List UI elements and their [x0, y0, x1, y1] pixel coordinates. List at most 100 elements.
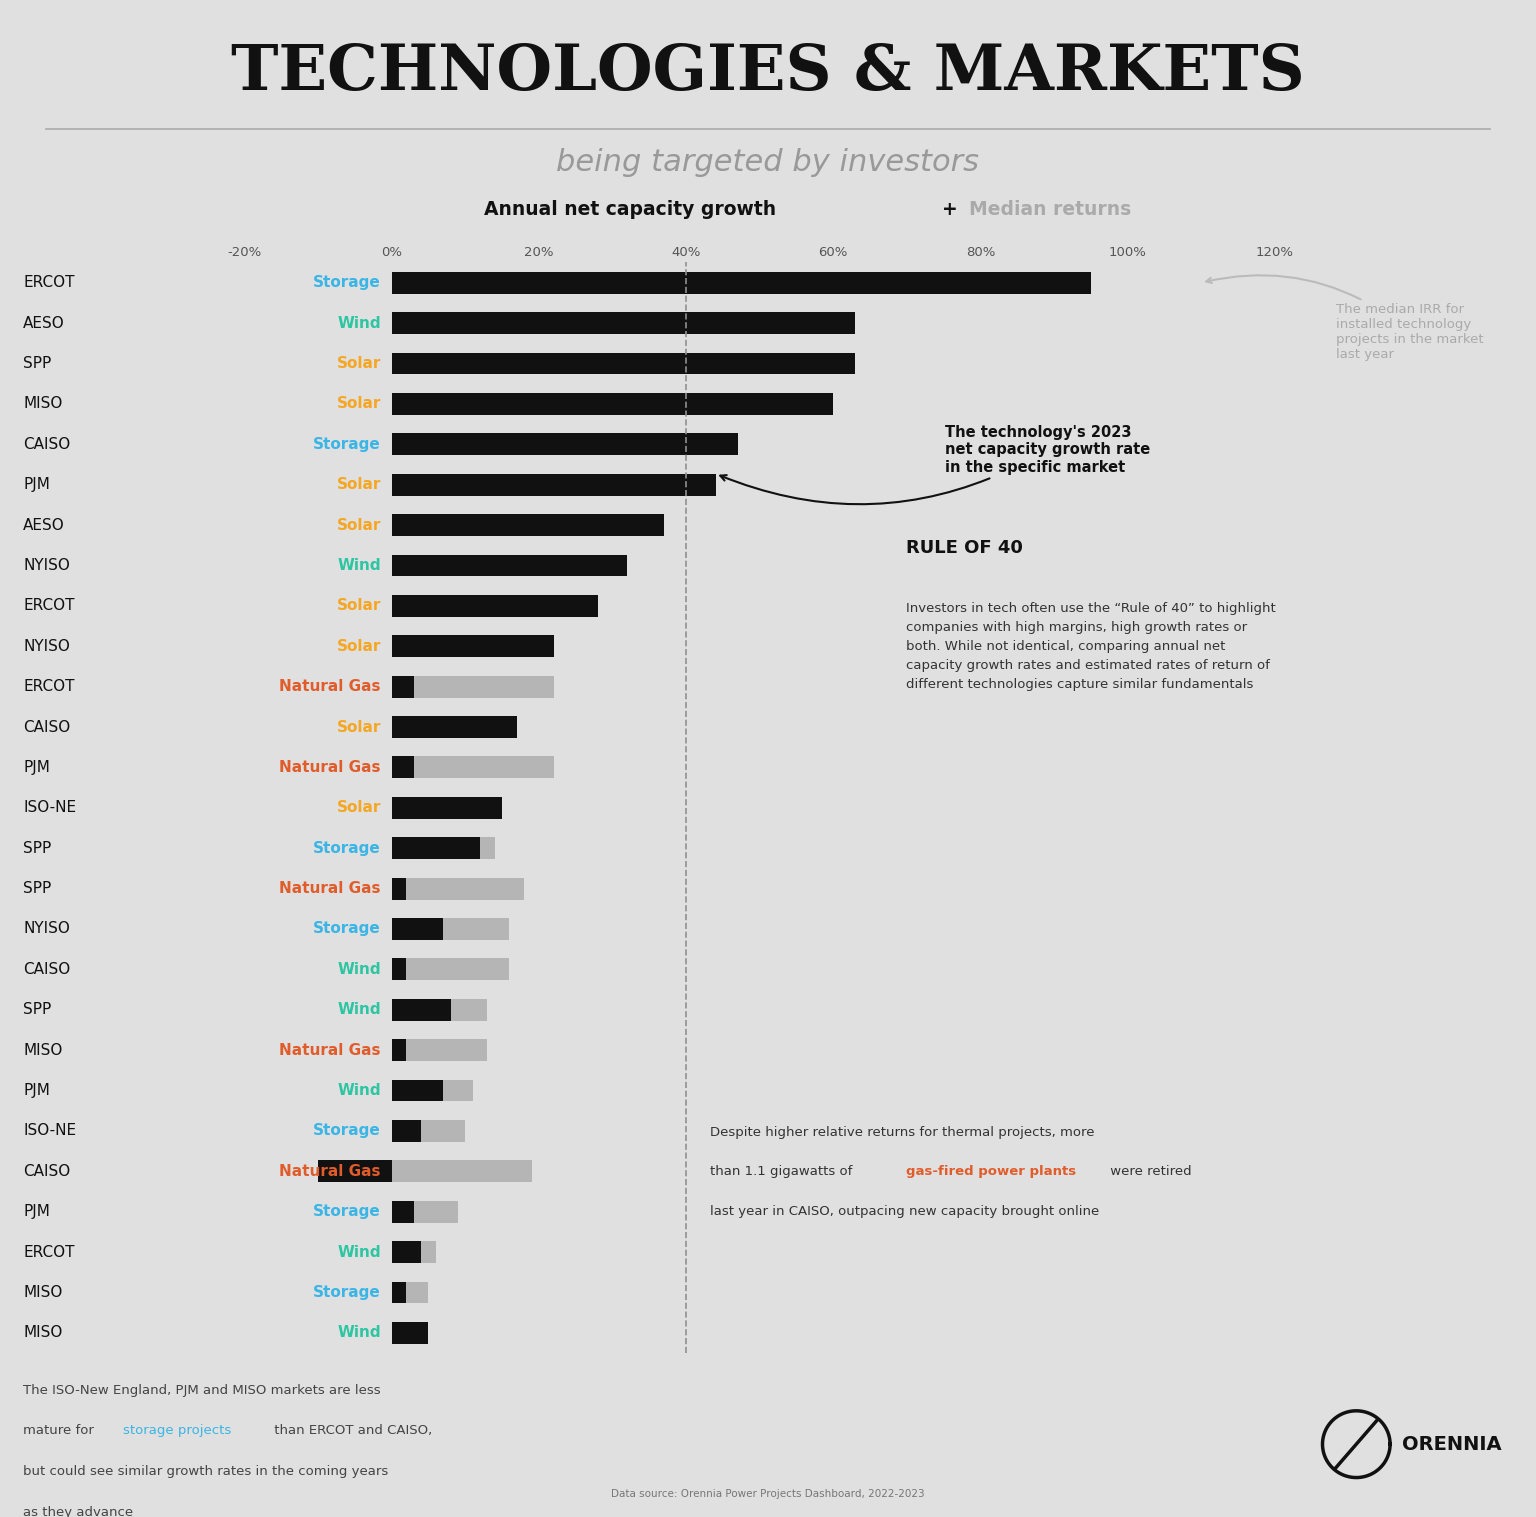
Bar — [392, 595, 429, 617]
Bar — [392, 434, 737, 455]
Bar — [392, 595, 598, 617]
Text: SPP: SPP — [23, 840, 51, 856]
Text: being targeted by investors: being targeted by investors — [556, 147, 980, 177]
Bar — [392, 998, 450, 1021]
Text: gas-fired power plants: gas-fired power plants — [906, 1165, 1077, 1179]
Text: Solar: Solar — [336, 639, 381, 654]
Bar — [392, 352, 444, 375]
Text: SPP: SPP — [23, 1003, 51, 1018]
Bar — [392, 636, 479, 657]
Bar — [392, 1321, 429, 1344]
Bar — [392, 272, 502, 294]
Bar — [392, 918, 510, 941]
Bar — [392, 796, 495, 819]
Bar — [392, 716, 516, 737]
Text: The technology's 2023
net capacity growth rate
in the specific market: The technology's 2023 net capacity growt… — [720, 425, 1150, 504]
Text: Storage: Storage — [313, 1124, 381, 1138]
Text: Wind: Wind — [338, 316, 381, 331]
Text: Data source: Orennia Power Projects Dashboard, 2022-2023: Data source: Orennia Power Projects Dash… — [611, 1488, 925, 1499]
Bar — [392, 313, 495, 334]
Text: were retired: were retired — [1106, 1165, 1192, 1179]
Text: Despite higher relative returns for thermal projects, more: Despite higher relative returns for ther… — [710, 1126, 1094, 1139]
Text: Solar: Solar — [336, 396, 381, 411]
Text: NYISO: NYISO — [23, 921, 71, 936]
Text: Investors in tech often use the “Rule of 40” to highlight
companies with high ma: Investors in tech often use the “Rule of… — [906, 602, 1276, 692]
Text: SPP: SPP — [23, 356, 51, 372]
Text: 20%: 20% — [524, 246, 553, 259]
Text: SPP: SPP — [23, 881, 51, 897]
Bar — [392, 1120, 465, 1142]
Bar — [392, 1282, 407, 1303]
Text: CAISO: CAISO — [23, 719, 71, 734]
Text: Solar: Solar — [336, 598, 381, 613]
Text: AESO: AESO — [23, 517, 65, 532]
Bar — [392, 473, 716, 496]
Bar — [392, 1241, 436, 1264]
Bar — [392, 272, 1091, 294]
Text: as they advance: as they advance — [23, 1506, 134, 1517]
Text: AESO: AESO — [23, 316, 65, 331]
Bar — [392, 514, 450, 536]
Text: The median IRR for
installed technology
projects in the market
last year: The median IRR for installed technology … — [1206, 275, 1484, 361]
Text: 80%: 80% — [966, 246, 995, 259]
Text: Solar: Solar — [336, 801, 381, 815]
Bar — [392, 514, 664, 536]
Text: RULE OF 40: RULE OF 40 — [906, 539, 1023, 557]
Bar — [392, 1282, 429, 1303]
Text: NYISO: NYISO — [23, 558, 71, 573]
Bar — [392, 1241, 421, 1264]
Text: ISO-NE: ISO-NE — [23, 1124, 77, 1138]
Text: ERCOT: ERCOT — [23, 680, 75, 695]
Bar — [392, 837, 495, 859]
Text: Natural Gas: Natural Gas — [280, 760, 381, 775]
Text: last year in CAISO, outpacing new capacity brought online: last year in CAISO, outpacing new capaci… — [710, 1204, 1098, 1218]
Text: Wind: Wind — [338, 1083, 381, 1098]
Bar — [392, 959, 407, 980]
Text: Wind: Wind — [338, 558, 381, 573]
Bar — [392, 393, 444, 414]
Bar — [392, 757, 553, 778]
Bar — [392, 878, 407, 900]
Text: mature for: mature for — [23, 1424, 98, 1438]
Bar — [392, 555, 458, 576]
Text: ISO-NE: ISO-NE — [23, 801, 77, 815]
Text: Storage: Storage — [313, 921, 381, 936]
Text: Solar: Solar — [336, 719, 381, 734]
Bar — [392, 918, 444, 941]
Bar — [392, 1080, 444, 1101]
Text: CAISO: CAISO — [23, 1164, 71, 1179]
Bar — [392, 837, 479, 859]
Bar — [318, 1161, 392, 1182]
Text: Median returns: Median returns — [969, 200, 1132, 218]
Bar — [392, 1201, 458, 1223]
Text: Storage: Storage — [313, 437, 381, 452]
Text: 40%: 40% — [671, 246, 700, 259]
Text: 120%: 120% — [1256, 246, 1293, 259]
Text: The ISO-New England, PJM and MISO markets are less: The ISO-New England, PJM and MISO market… — [23, 1384, 381, 1397]
Text: ERCOT: ERCOT — [23, 1244, 75, 1259]
Text: CAISO: CAISO — [23, 437, 71, 452]
Text: TECHNOLOGIES & MARKETS: TECHNOLOGIES & MARKETS — [230, 42, 1306, 103]
Text: Natural Gas: Natural Gas — [280, 680, 381, 695]
Text: Natural Gas: Natural Gas — [280, 1042, 381, 1057]
Text: than ERCOT and CAISO,: than ERCOT and CAISO, — [270, 1424, 433, 1438]
Text: NYISO: NYISO — [23, 639, 71, 654]
Text: MISO: MISO — [23, 1042, 63, 1057]
Text: 0%: 0% — [381, 246, 402, 259]
Text: Annual net capacity growth: Annual net capacity growth — [484, 200, 776, 218]
Text: Storage: Storage — [313, 275, 381, 290]
Text: -20%: -20% — [227, 246, 261, 259]
Text: PJM: PJM — [23, 478, 49, 492]
Text: but could see similar growth rates in the coming years: but could see similar growth rates in th… — [23, 1465, 389, 1479]
Text: 100%: 100% — [1109, 246, 1146, 259]
Bar — [392, 1201, 413, 1223]
Text: ERCOT: ERCOT — [23, 275, 75, 290]
Bar — [392, 352, 856, 375]
Bar — [392, 675, 413, 698]
Text: Wind: Wind — [338, 1326, 381, 1341]
Text: Solar: Solar — [336, 517, 381, 532]
Text: than 1.1 gigawatts of: than 1.1 gigawatts of — [710, 1165, 856, 1179]
Bar — [392, 796, 502, 819]
Bar — [392, 1120, 421, 1142]
Bar — [392, 555, 627, 576]
